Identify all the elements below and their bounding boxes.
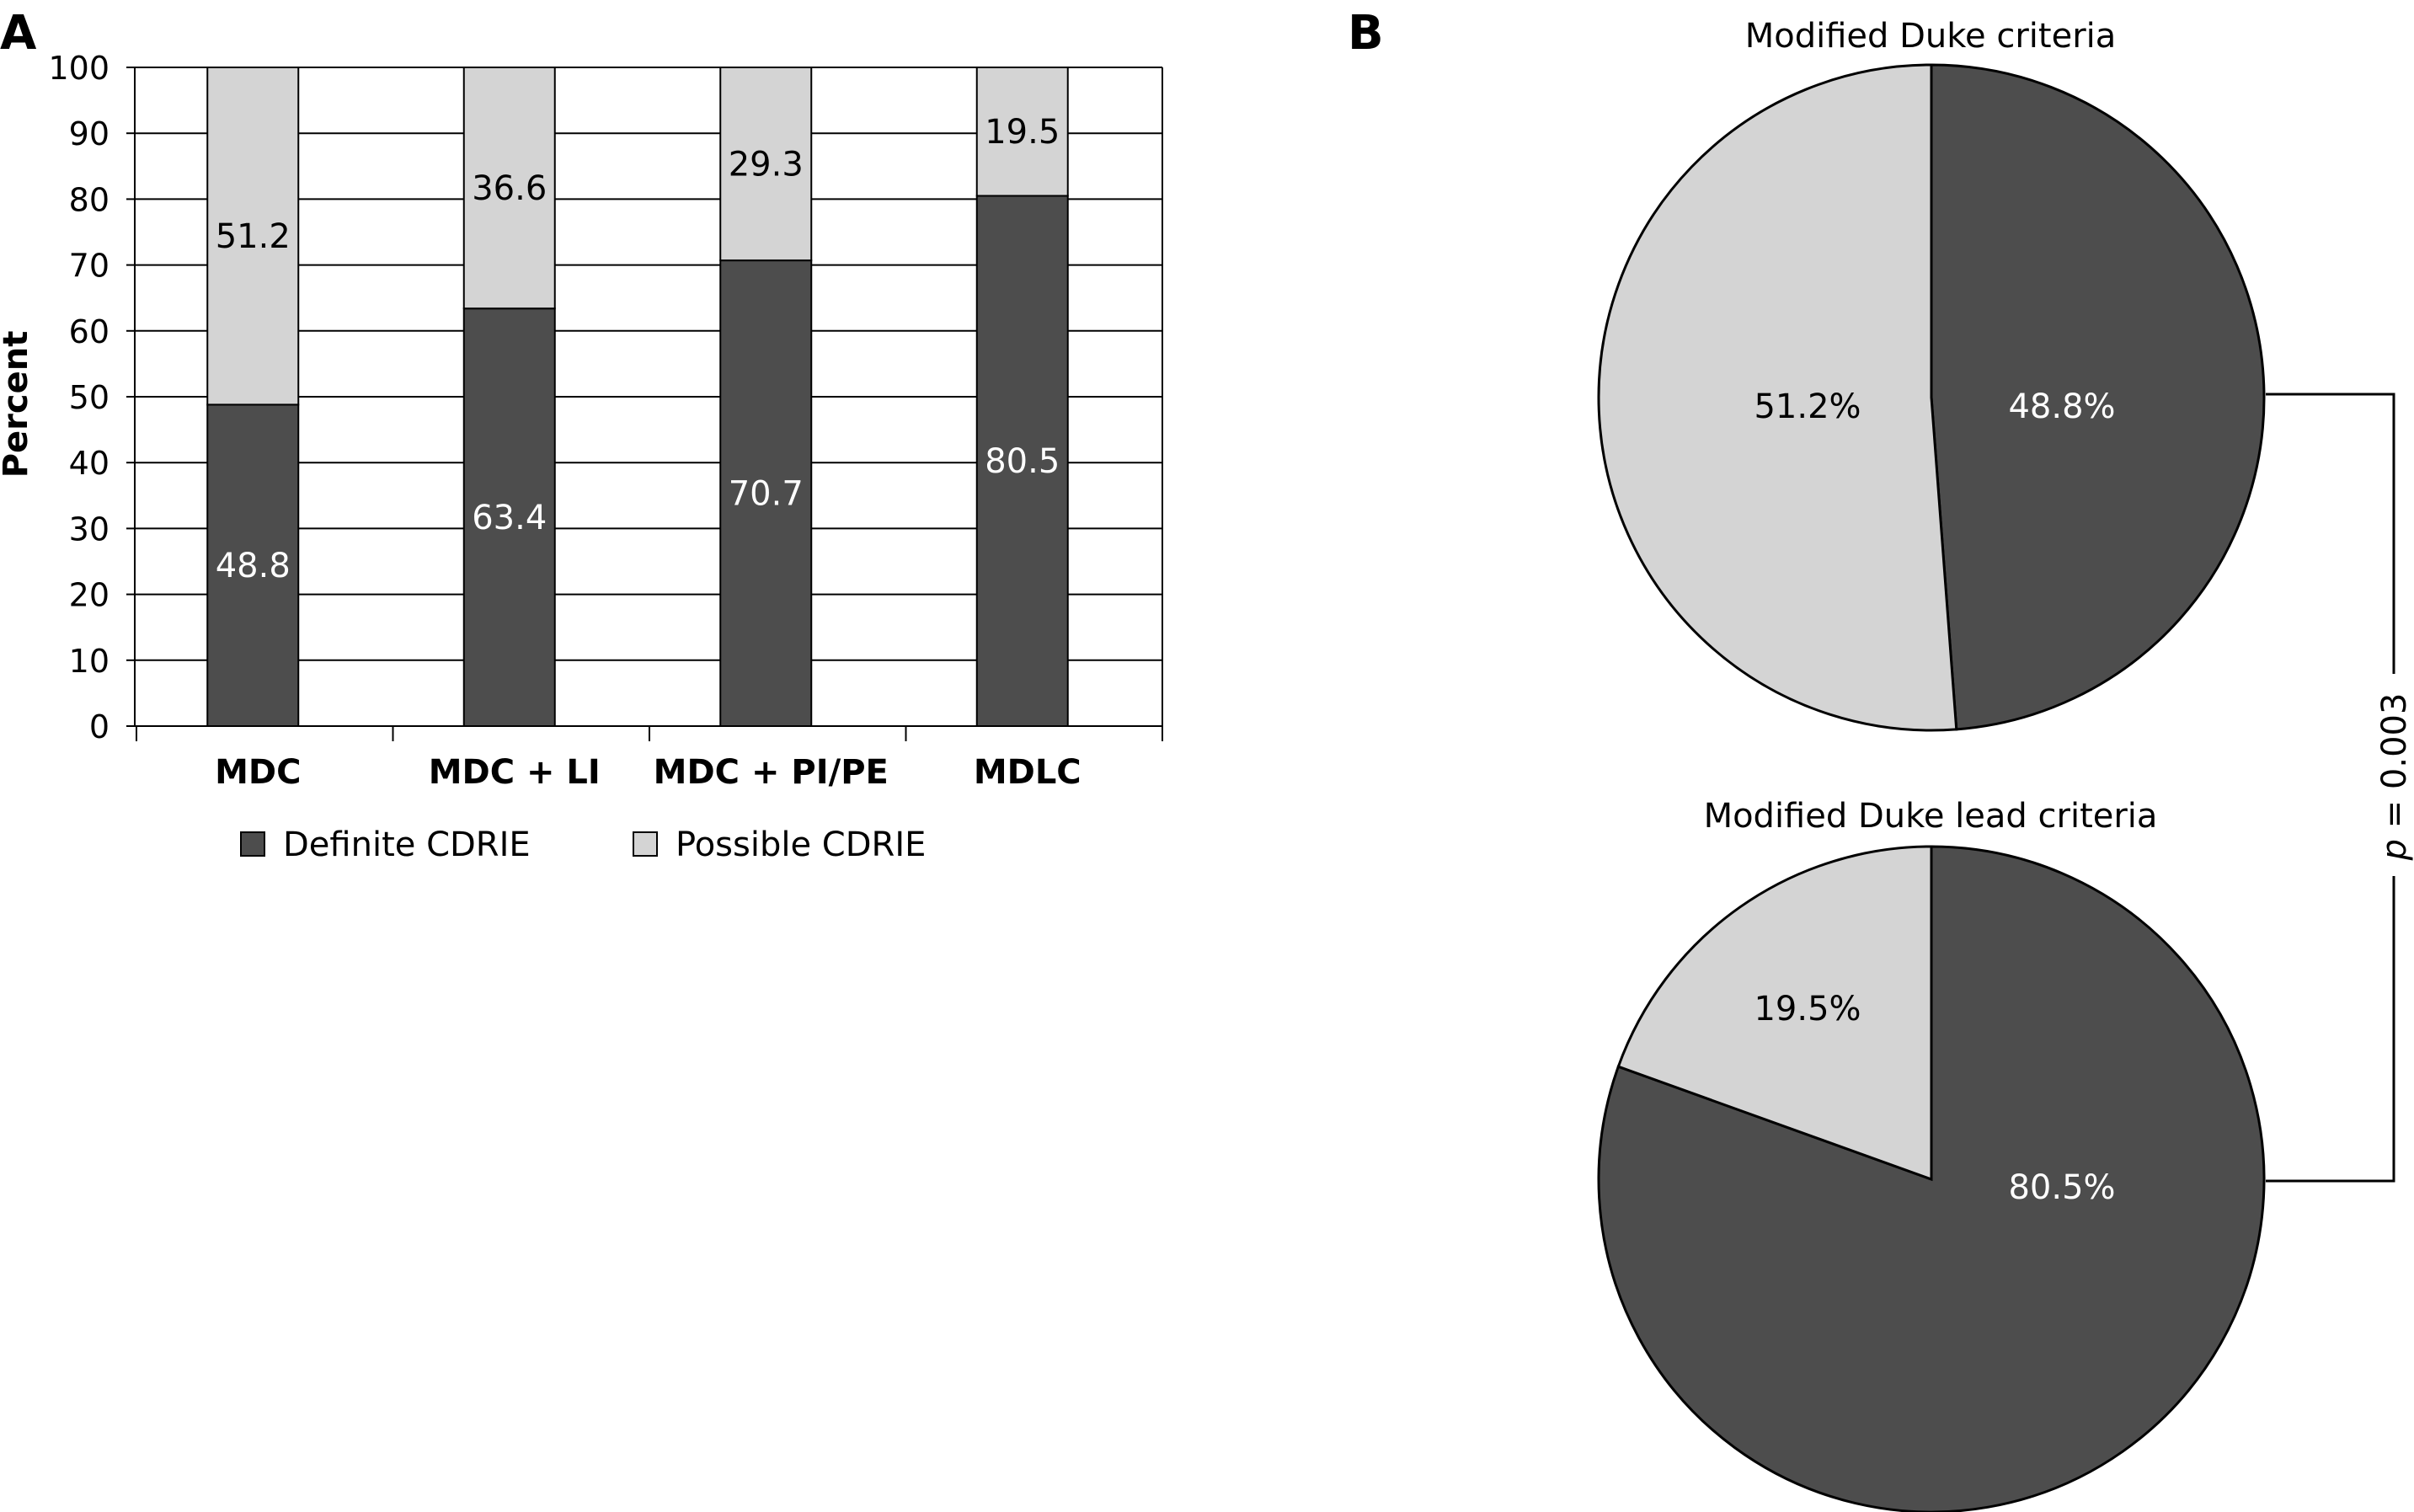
pie-slice [1616, 845, 1933, 1182]
legend-label: Possible CDRIE [676, 825, 926, 864]
bar-segment [206, 67, 300, 406]
y-axis-title: Percent [0, 331, 35, 478]
pie-modified-duke: 48.8% 51.2% [1597, 63, 2266, 732]
bar-value-label: 36.6 [472, 169, 547, 208]
p-value-label: p = 0.003 [2375, 693, 2414, 862]
y-tick-label: 60 [69, 313, 109, 350]
significance-bracket: p = 0.003 [2266, 393, 2414, 1183]
panel-label-b: B [1348, 6, 1384, 61]
bar-x-labels: MDC MDC + LI MDC + PI/PE MDLC [215, 753, 1081, 792]
pie-bottom-title: Modified Duke lead criteria [1704, 797, 2158, 836]
pie-slice-label: 48.8% [2008, 387, 2115, 426]
pie-slice-label: 51.2% [1754, 387, 1861, 426]
pie-slice [1930, 63, 2266, 731]
pie-slice [1597, 63, 1958, 732]
pie-top-title: Modified Duke criteria [1745, 17, 2117, 56]
y-tick-label: 20 [69, 577, 109, 614]
y-tick-label: 90 [69, 115, 109, 152]
legend-label: Definite CDRIE [283, 825, 531, 864]
x-category-label: MDC + PI/PE [654, 753, 889, 792]
p-value: = 0.003 [2375, 693, 2414, 839]
bar-segment [975, 195, 1069, 728]
p-symbol: p [2375, 839, 2414, 861]
x-category-label: MDC + LI [429, 753, 601, 792]
y-tick-label: 0 [89, 708, 109, 745]
y-tick-label: 100 [48, 50, 109, 87]
bar-segment [719, 67, 813, 262]
panel-label-a: A [0, 6, 37, 61]
y-tick-label: 30 [69, 510, 109, 548]
bar-value-label: 19.5 [985, 113, 1060, 152]
bar-value-label: 70.7 [729, 475, 804, 514]
bar-segment [462, 67, 556, 310]
bar-segment [206, 403, 300, 727]
bar-legend: Definite CDRIE Possible CDRIE [240, 825, 926, 864]
legend-swatch [633, 831, 658, 857]
y-tick-label: 80 [69, 181, 109, 218]
bar-value-label: 51.2 [216, 217, 291, 256]
bar-value-label: 80.5 [985, 442, 1060, 481]
y-tick-label: 70 [69, 248, 109, 285]
bar-value-label: 63.4 [472, 499, 547, 537]
bar-segment [462, 307, 556, 727]
bar-value-label: 29.3 [729, 146, 804, 184]
y-tick-label: 50 [69, 379, 109, 416]
stacked-bar-chart: 48.8 51.2 63.4 36.6 70.7 29.3 80.5 19.5 0 10 20 30… [0, 50, 1163, 864]
y-tick-label: 10 [69, 643, 109, 680]
bar-segment [719, 259, 813, 728]
bar-value-label: 48.8 [216, 547, 291, 585]
pie-slice-label: 80.5% [2008, 1168, 2115, 1207]
y-tick-label: 40 [69, 445, 109, 482]
pie-slice-label: 19.5% [1754, 990, 1861, 1028]
pie-modified-duke-lead: 80.5% 19.5% [1597, 845, 2266, 1512]
x-category-label: MDLC [974, 753, 1081, 792]
x-category-label: MDC [215, 753, 301, 792]
bar-segment [975, 67, 1069, 197]
bar-y-ticks: 0 10 20 30 40 50 60 70 80 90 100 [48, 50, 109, 745]
bar-marks: 48.8 51.2 63.4 36.6 70.7 29.3 80.5 19.5 [206, 67, 1069, 728]
legend-swatch [240, 831, 265, 857]
